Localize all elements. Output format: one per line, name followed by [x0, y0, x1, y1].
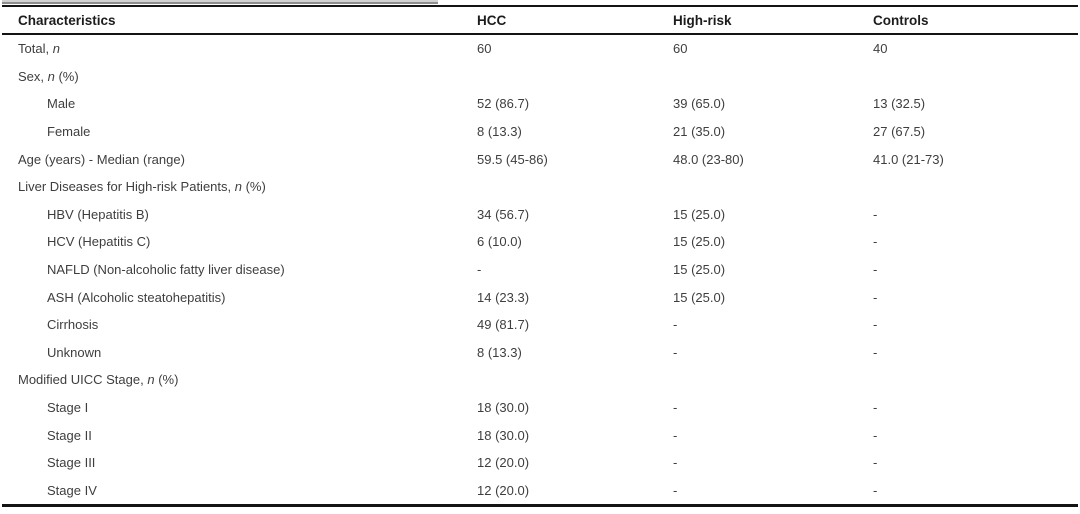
cell-high-risk: 15 (25.0) [673, 289, 726, 305]
row-label: NAFLD (Non-alcoholic fatty liver disease… [47, 262, 285, 278]
table-row: Cirrhosis 49 (81.7) - - [2, 311, 1078, 339]
row-label: HBV (Hepatitis B) [47, 206, 149, 222]
top-edge-artifact [2, 0, 438, 4]
cell-high-risk: 15 (25.0) [673, 206, 726, 222]
cell-hcc: - [477, 262, 482, 278]
row-label: HCV (Hepatitis C) [47, 234, 151, 250]
cell-controls: - [873, 289, 878, 305]
cell-controls: - [873, 234, 878, 250]
table-bottom-rule [2, 504, 1078, 508]
row-label: Modified UICC Stage, n (%) [18, 372, 179, 388]
table-top-rule [2, 5, 1078, 7]
cell-controls: - [873, 482, 878, 498]
table-header-row: Characteristics HCC High-risk Controls [2, 7, 1078, 33]
table-row: HBV (Hepatitis B) 34 (56.7) 15 (25.0) - [2, 201, 1078, 229]
cell-high-risk: 15 (25.0) [673, 262, 726, 278]
cell-controls: 27 (67.5) [873, 124, 926, 140]
cell-high-risk: - [673, 455, 678, 471]
cell-high-risk: - [673, 427, 678, 443]
cell-hcc: 8 (13.3) [477, 124, 522, 140]
cell-controls: - [873, 427, 878, 443]
table-row: Stage I 18 (30.0) - - [2, 394, 1078, 422]
row-label: Male [47, 96, 76, 112]
table-row: Male 52 (86.7) 39 (65.0) 13 (32.5) [2, 90, 1078, 118]
cell-hcc: 60 [477, 41, 492, 57]
cell-high-risk: 21 (35.0) [673, 124, 726, 140]
table-row: Stage II 18 (30.0) - - [2, 421, 1078, 449]
cell-hcc: 18 (30.0) [477, 400, 530, 416]
row-label: ASH (Alcoholic steatohepatitis) [47, 289, 226, 305]
characteristics-table: Characteristics HCC High-risk Controls T… [2, 5, 1078, 508]
cell-high-risk: 15 (25.0) [673, 234, 726, 250]
table-row: Liver Diseases for High-risk Patients, n… [2, 173, 1078, 201]
row-label: Stage II [47, 427, 92, 443]
cell-hcc: 52 (86.7) [477, 96, 530, 112]
cell-controls: - [873, 206, 878, 222]
cell-high-risk: - [673, 482, 678, 498]
cell-high-risk: 48.0 (23-80) [673, 151, 744, 167]
cell-controls: 41.0 (21-73) [873, 151, 944, 167]
table-row: Stage IV 12 (20.0) - - [2, 477, 1078, 505]
cell-hcc: 6 (10.0) [477, 234, 522, 250]
column-header-controls: Controls [873, 12, 929, 28]
table-row: ASH (Alcoholic steatohepatitis) 14 (23.3… [2, 283, 1078, 311]
cell-hcc: 18 (30.0) [477, 427, 530, 443]
cell-controls: - [873, 400, 878, 416]
row-label: Unknown [47, 344, 102, 360]
cell-high-risk: 39 (65.0) [673, 96, 726, 112]
cell-hcc: 12 (20.0) [477, 482, 530, 498]
cell-controls: - [873, 455, 878, 471]
table-row: Age (years) - Median (range) 59.5 (45-86… [2, 145, 1078, 173]
row-label: Stage IV [47, 482, 97, 498]
table-row: Total, n 60 60 40 [2, 35, 1078, 63]
table-row: Female 8 (13.3) 21 (35.0) 27 (67.5) [2, 118, 1078, 146]
cell-controls: - [873, 262, 878, 278]
cell-controls: - [873, 344, 878, 360]
row-label: Female [47, 124, 91, 140]
table-row: HCV (Hepatitis C) 6 (10.0) 15 (25.0) - [2, 228, 1078, 256]
column-header-hcc: HCC [477, 12, 507, 28]
row-label: Sex, n (%) [18, 68, 79, 84]
column-header-high-risk: High-risk [673, 12, 732, 28]
cell-high-risk: - [673, 344, 678, 360]
cell-hcc: 49 (81.7) [477, 317, 530, 333]
row-label: Cirrhosis [47, 317, 99, 333]
column-header-characteristics: Characteristics [18, 12, 116, 28]
cell-controls: - [873, 317, 878, 333]
table-row: Unknown 8 (13.3) - - [2, 339, 1078, 367]
cell-controls: 40 [873, 41, 888, 57]
row-label: Liver Diseases for High-risk Patients, n… [18, 179, 266, 195]
row-label: Age (years) - Median (range) [18, 151, 185, 167]
cell-hcc: 12 (20.0) [477, 455, 530, 471]
cell-hcc: 59.5 (45-86) [477, 151, 548, 167]
cell-hcc: 34 (56.7) [477, 206, 530, 222]
table-row: Modified UICC Stage, n (%) [2, 366, 1078, 394]
table-header-rule [2, 33, 1078, 35]
row-label: Stage III [47, 455, 96, 471]
cell-high-risk: 60 [673, 41, 688, 57]
row-label: Total, n [18, 41, 60, 57]
row-label: Stage I [47, 400, 89, 416]
cell-controls: 13 (32.5) [873, 96, 926, 112]
table-row: Stage III 12 (20.0) - - [2, 449, 1078, 477]
cell-high-risk: - [673, 317, 678, 333]
cell-hcc: 14 (23.3) [477, 289, 530, 305]
cell-hcc: 8 (13.3) [477, 344, 522, 360]
cell-high-risk: - [673, 400, 678, 416]
table-row: NAFLD (Non-alcoholic fatty liver disease… [2, 256, 1078, 284]
table-row: Sex, n (%) [2, 63, 1078, 91]
